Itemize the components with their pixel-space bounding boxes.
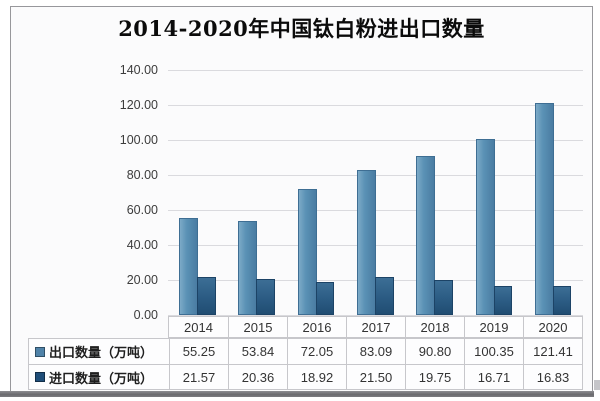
legend-label-import: 进口数量（万吨） — [29, 364, 169, 389]
bar-export-2019 — [475, 139, 495, 315]
y-axis-tick-label: 20.00 — [126, 273, 158, 287]
legend-label-export: 出口数量（万吨） — [29, 339, 169, 364]
table-value-export: 55.25 — [169, 339, 228, 364]
bar-export-2016 — [297, 188, 317, 315]
bar-import-2016 — [315, 281, 335, 315]
bar-import-2020 — [552, 285, 572, 315]
gridline — [168, 70, 583, 71]
legend-marker-export-icon — [35, 346, 45, 357]
bar-import-2017 — [375, 277, 394, 315]
y-axis-tick-label: 60.00 — [126, 203, 158, 217]
bottom-edge-strip — [0, 391, 594, 397]
y-axis-tick-label: 40.00 — [126, 238, 158, 252]
bar-import-2014 — [197, 277, 216, 315]
y-axis-tick-label: 100.00 — [119, 133, 158, 147]
y-axis-tick-label: 140.00 — [119, 63, 158, 77]
bar-export-2017 — [357, 169, 376, 315]
bar-import-2018 — [434, 280, 453, 315]
year-header-cell: 2019 — [464, 317, 523, 337]
legend-marker-import-icon — [35, 372, 45, 382]
table-value-import: 19.75 — [405, 364, 464, 389]
table-value-import: 21.50 — [346, 364, 405, 389]
table-value-import: 16.83 — [523, 364, 582, 389]
bar-import-2015 — [256, 279, 275, 315]
table-value-import: 21.57 — [169, 364, 228, 389]
table-value-export: 53.84 — [228, 339, 287, 364]
bar-export-2015 — [238, 220, 258, 315]
year-header-cell: 2015 — [228, 317, 287, 337]
bar-export-2020 — [534, 102, 554, 315]
year-header-cell: 2018 — [405, 317, 464, 337]
data-table: 出口数量（万吨） 55.25 53.84 72.05 83.09 90.80 100.35 1… — [28, 338, 583, 390]
corner-artifact — [594, 380, 600, 390]
table-value-export: 100.35 — [464, 339, 523, 364]
gridline — [168, 105, 583, 106]
year-header-cell: 2020 — [523, 317, 582, 337]
legend-label-text: 出口数量（万吨） — [49, 345, 154, 360]
bar-import-2019 — [493, 285, 513, 315]
bar-export-2018 — [416, 156, 436, 315]
table-value-export: 90.80 — [405, 339, 464, 364]
y-axis-tick-label: 80.00 — [126, 168, 158, 182]
bar-export-2014 — [179, 218, 199, 315]
table-value-export: 83.09 — [346, 339, 405, 364]
table-value-export: 72.05 — [287, 339, 346, 364]
table-value-import: 18.92 — [287, 364, 346, 389]
year-header-row: 2014 2015 2016 2017 2018 2019 2020 — [168, 316, 583, 338]
gridline — [168, 140, 583, 141]
year-header-cell: 2014 — [184, 319, 213, 335]
year-header-cell: 2017 — [346, 317, 405, 337]
table-value-export: 121.41 — [523, 339, 582, 364]
table-value-import: 20.36 — [228, 364, 287, 389]
y-axis-tick-label: 0.00 — [133, 308, 158, 322]
chart-title: 2014-2020年中国钛白粉进出口数量 — [118, 16, 485, 41]
table-value-import: 16.71 — [464, 364, 523, 389]
legend-label-text: 进口数量（万吨） — [49, 370, 154, 386]
gridline — [168, 315, 583, 316]
year-header-cell: 2016 — [287, 317, 346, 337]
y-axis-tick-label: 120.00 — [119, 98, 158, 112]
